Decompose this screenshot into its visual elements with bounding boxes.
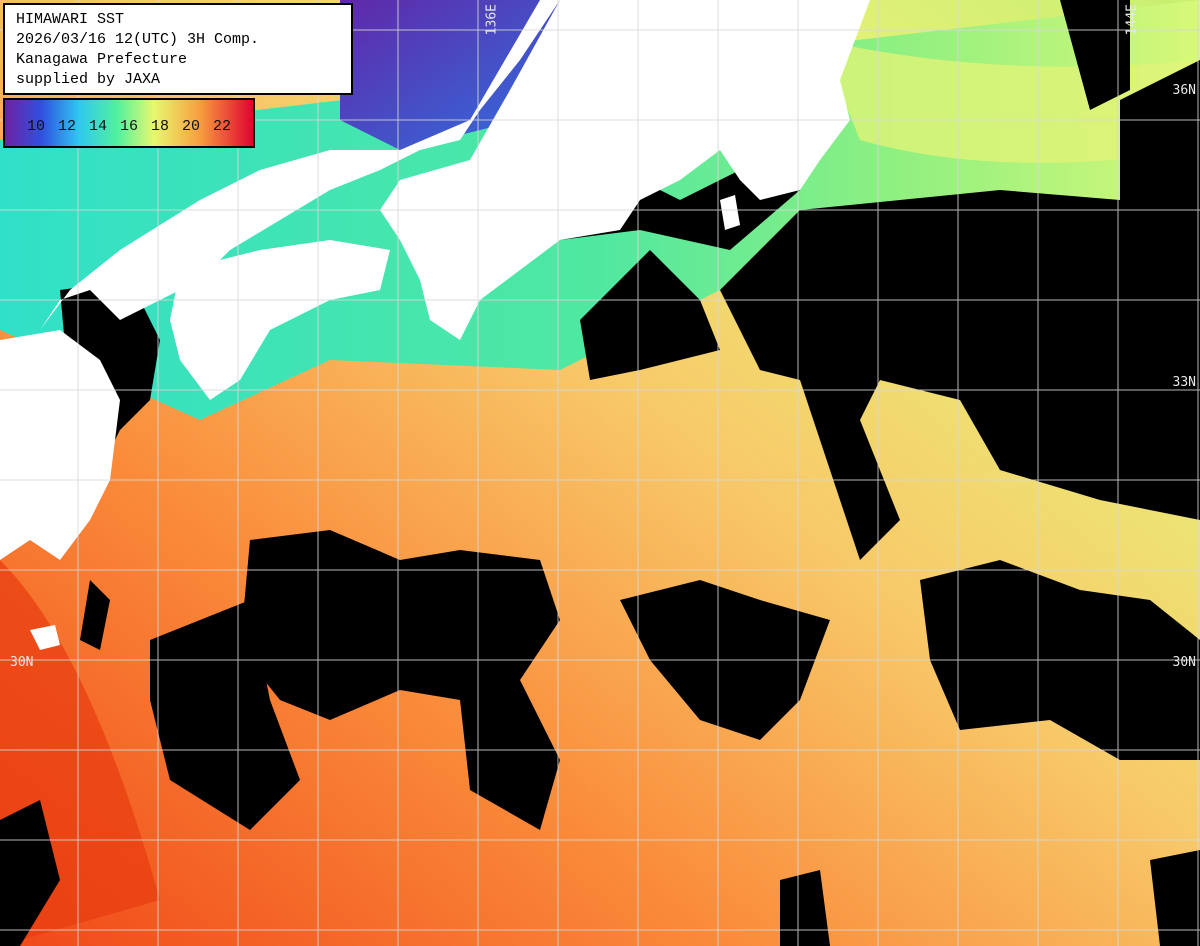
latitude-label: 30N (1173, 655, 1196, 670)
header-line: 2026/03/16 12(UTC) 3H Comp. (16, 31, 259, 48)
color-bar-label: 20 (182, 118, 200, 135)
header-line: supplied by JAXA (16, 71, 160, 88)
land (0, 0, 870, 650)
color-bar-label: 12 (58, 118, 76, 135)
header-line: Kanagawa Prefecture (16, 51, 187, 68)
longitude-label: 144E (1125, 4, 1140, 35)
latitude-label: 33N (1173, 375, 1196, 390)
color-bar-label: 22 (213, 118, 231, 135)
latitude-label: 36N (1173, 83, 1196, 98)
color-bar-label: 18 (151, 118, 169, 135)
longitude-label: 136E (485, 4, 500, 35)
color-bar: 10 12 14 16 18 20 22 (3, 98, 255, 148)
header-line: HIMAWARI SST (16, 11, 124, 28)
color-bar-labels: 10 12 14 16 18 20 22 (27, 118, 231, 135)
color-bar-label: 16 (120, 118, 138, 135)
color-bar-label: 10 (27, 118, 45, 135)
color-bar-label: 14 (89, 118, 107, 135)
latitude-label: 30N (10, 655, 33, 670)
info-box: HIMAWARI SST 2026/03/16 12(UTC) 3H Comp.… (3, 3, 353, 95)
